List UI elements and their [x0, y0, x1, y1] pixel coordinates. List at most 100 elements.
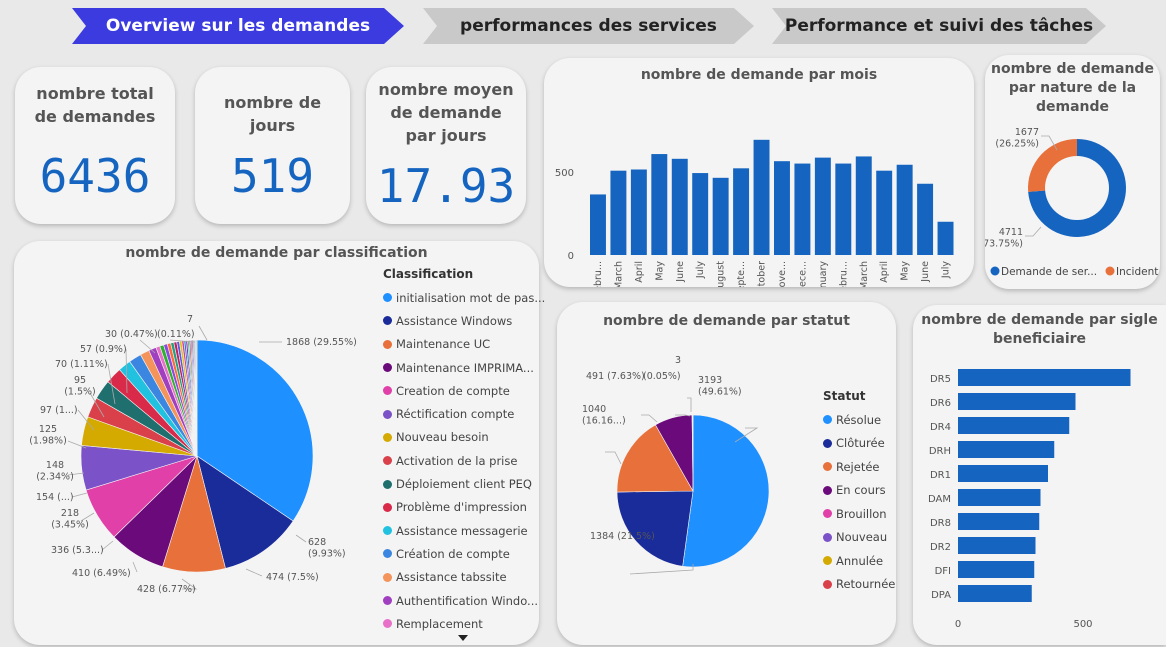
classification-legend-item[interactable]: Création de compte [383, 542, 545, 565]
classification-legend-item[interactable]: Assistance messagerie [383, 519, 545, 542]
classification-chart-card[interactable]: nombre de demande par classification 186… [14, 241, 545, 645]
nature-legend-label: Incident [1116, 266, 1158, 278]
kpi-days-value: 519 [230, 149, 315, 203]
classification-legend-item[interactable]: initialisation mot de pas... [383, 286, 545, 309]
statut-data-label: (49.61%) [698, 387, 742, 398]
statut-data-label: 3193 [698, 375, 722, 386]
monthly-bar[interactable] [835, 163, 852, 255]
monthly-bar[interactable] [753, 139, 770, 255]
tab-performances-services[interactable]: performances des services [423, 8, 754, 44]
nature-data-label: 4711 [999, 227, 1023, 238]
sigle-bar[interactable] [958, 489, 1041, 506]
classification-legend-item[interactable]: Maintenance IMPRIMA... [383, 356, 545, 379]
classification-leader-line [132, 561, 138, 573]
classification-legend-title: Classification [383, 267, 474, 281]
monthly-bar[interactable] [712, 177, 729, 255]
statut-legend-item[interactable]: Clôturée [823, 432, 895, 456]
sigle-category-label: DR2 [930, 542, 951, 553]
sigle-bar[interactable] [958, 561, 1035, 578]
kpi-total-value: 6436 [39, 149, 151, 203]
nature-leader-line [1025, 226, 1042, 237]
classification-legend-item[interactable]: Assistance tabssite [383, 566, 545, 589]
monthly-bar[interactable] [630, 169, 647, 256]
classification-legend-item[interactable]: Réctification compte [383, 402, 545, 425]
monthly-y-tick: 500 [555, 168, 574, 179]
legend-scroll-down-icon[interactable] [458, 635, 468, 641]
monthly-bar[interactable] [774, 161, 790, 255]
tab-performance-suivi-taches[interactable]: Performance et suivi des tâches [772, 8, 1106, 44]
sigle-bar[interactable] [958, 465, 1048, 482]
statut-legend-item[interactable]: En cours [823, 479, 895, 503]
classification-legend-item[interactable]: Déploiement client PEQ [383, 472, 545, 495]
classification-leader-line [139, 339, 156, 354]
monthly-bar[interactable] [590, 194, 606, 255]
nature-chart-card[interactable]: nombre de demande par nature de la deman… [985, 55, 1160, 289]
monthly-x-tick: Febru... [838, 261, 849, 287]
sigle-category-label: DR4 [930, 422, 951, 433]
statut-slice[interactable] [616, 424, 694, 493]
monthly-bar[interactable] [876, 170, 893, 255]
monthly-bar[interactable] [733, 168, 750, 255]
sigle-bar[interactable] [958, 585, 1032, 602]
monthly-bar[interactable] [610, 170, 627, 255]
sigle-bar[interactable] [958, 537, 1036, 554]
classification-slice[interactable] [196, 455, 294, 569]
statut-legend-item[interactable]: Rejetée [823, 455, 895, 479]
monthly-bar[interactable] [671, 158, 688, 255]
monthly-bar-chart: 500 0 Febru... March April May June July August S… [555, 139, 954, 287]
sigle-chart-card[interactable]: nombre de demande par sigle beneficiaire… [913, 305, 1166, 645]
classification-data-label: (1.98%) [29, 436, 67, 447]
monthly-x-tick: April [634, 261, 645, 283]
classification-leader-line [71, 492, 88, 498]
classification-legend-item[interactable]: Nouveau besoin [383, 426, 545, 449]
sigle-bar[interactable] [958, 441, 1055, 458]
monthly-bar[interactable] [794, 163, 811, 255]
classification-legend-item[interactable]: Activation de la prise [383, 449, 545, 472]
classification-legend-label: Remplacement [396, 616, 483, 631]
statut-legend: Statut Résolue Clôturée Rejetée En cours Bro… [823, 389, 895, 596]
classification-legend-item[interactable]: Maintenance UC [383, 333, 545, 356]
sigle-category-label: DPA [931, 590, 951, 601]
classification-data-label: 125 [39, 424, 57, 435]
legend-dot-icon [823, 415, 832, 425]
monthly-chart-card[interactable]: nombre de demande par mois 500 0 Febru... M… [544, 58, 974, 287]
monthly-bar[interactable] [937, 221, 954, 255]
sigle-bar[interactable] [958, 369, 1131, 386]
legend-dot-icon [383, 316, 392, 326]
monthly-bar[interactable] [814, 157, 831, 255]
monthly-bar[interactable] [896, 164, 913, 255]
monthly-bar[interactable] [917, 183, 934, 255]
classification-legend-item[interactable]: Authentification Windo... [383, 589, 545, 612]
sigle-category-label: DR5 [930, 374, 951, 385]
statut-legend-item[interactable]: Annulée [823, 549, 895, 573]
monthly-bar[interactable] [651, 154, 668, 255]
classification-leader-line [101, 540, 114, 551]
nature-data-label: (73.75%) [985, 239, 1023, 250]
sigle-bar[interactable] [958, 393, 1076, 410]
statut-slice[interactable] [682, 414, 770, 568]
statut-legend-title: Statut [823, 389, 866, 403]
statut-legend-item[interactable]: Brouillon [823, 502, 895, 526]
sigle-bar[interactable] [958, 513, 1040, 530]
nature-data-label: (26.25%) [995, 139, 1039, 150]
statut-legend-item[interactable]: Retournée [823, 573, 895, 597]
statut-chart-card[interactable]: nombre de demande par statut 3193 (49.61%… [557, 302, 896, 645]
classification-legend-item[interactable]: Assistance Windows [383, 309, 545, 332]
statut-legend-item[interactable]: Résolue [823, 408, 895, 432]
classification-legend-item[interactable]: Creation de compte [383, 379, 545, 402]
classification-legend-item[interactable]: Remplacement [383, 612, 545, 635]
classification-legend-item[interactable]: Problème d'impression [383, 496, 545, 519]
statut-slice[interactable] [616, 490, 694, 567]
statut-legend-item[interactable]: Nouveau [823, 526, 895, 550]
tab-overview[interactable]: Overview sur les demandes [72, 8, 404, 44]
classification-slice[interactable] [196, 339, 314, 522]
classification-leader-line [67, 440, 87, 449]
monthly-bar[interactable] [692, 173, 709, 255]
classification-leader-line [181, 578, 198, 590]
monthly-y-tick: 0 [568, 251, 574, 262]
classification-slice[interactable] [195, 339, 198, 457]
statut-leader-line [675, 414, 691, 417]
monthly-bar[interactable] [855, 156, 872, 255]
sigle-bar[interactable] [958, 417, 1070, 434]
monthly-x-tick: July [941, 261, 952, 279]
